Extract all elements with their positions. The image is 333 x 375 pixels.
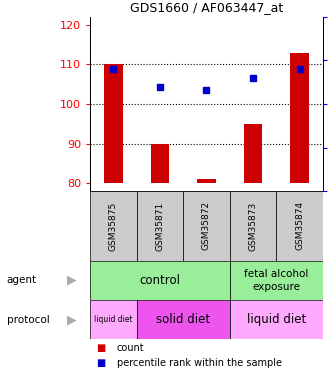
- Text: protocol: protocol: [7, 315, 49, 325]
- Bar: [197, 179, 216, 183]
- Bar: [90, 300, 137, 339]
- Text: ▶: ▶: [67, 313, 76, 326]
- Bar: [151, 144, 169, 183]
- Bar: [104, 64, 123, 183]
- Text: GSM35873: GSM35873: [248, 201, 258, 250]
- Bar: [230, 300, 323, 339]
- Text: GSM35875: GSM35875: [109, 201, 118, 250]
- Text: agent: agent: [7, 275, 37, 285]
- Text: solid diet: solid diet: [156, 313, 210, 326]
- Bar: [137, 300, 230, 339]
- Text: ■: ■: [97, 343, 106, 353]
- Text: GSM35874: GSM35874: [295, 201, 304, 250]
- Text: count: count: [117, 343, 144, 353]
- Text: ▶: ▶: [67, 274, 76, 287]
- Title: GDS1660 / AF063447_at: GDS1660 / AF063447_at: [130, 2, 283, 14]
- Bar: [290, 53, 309, 183]
- Bar: [90, 191, 137, 261]
- Text: liquid diet: liquid diet: [247, 313, 306, 326]
- Bar: [230, 191, 276, 261]
- Text: fetal alcohol
exposure: fetal alcohol exposure: [244, 269, 309, 291]
- Text: ■: ■: [97, 358, 106, 368]
- Text: control: control: [139, 274, 180, 287]
- Bar: [230, 261, 323, 300]
- Bar: [137, 191, 183, 261]
- Text: GSM35872: GSM35872: [202, 201, 211, 250]
- Text: percentile rank within the sample: percentile rank within the sample: [117, 358, 281, 368]
- Bar: [244, 124, 262, 183]
- Bar: [276, 191, 323, 261]
- Text: GSM35871: GSM35871: [155, 201, 165, 250]
- Text: liquid diet: liquid diet: [94, 315, 133, 324]
- Bar: [183, 191, 230, 261]
- Bar: [90, 261, 230, 300]
